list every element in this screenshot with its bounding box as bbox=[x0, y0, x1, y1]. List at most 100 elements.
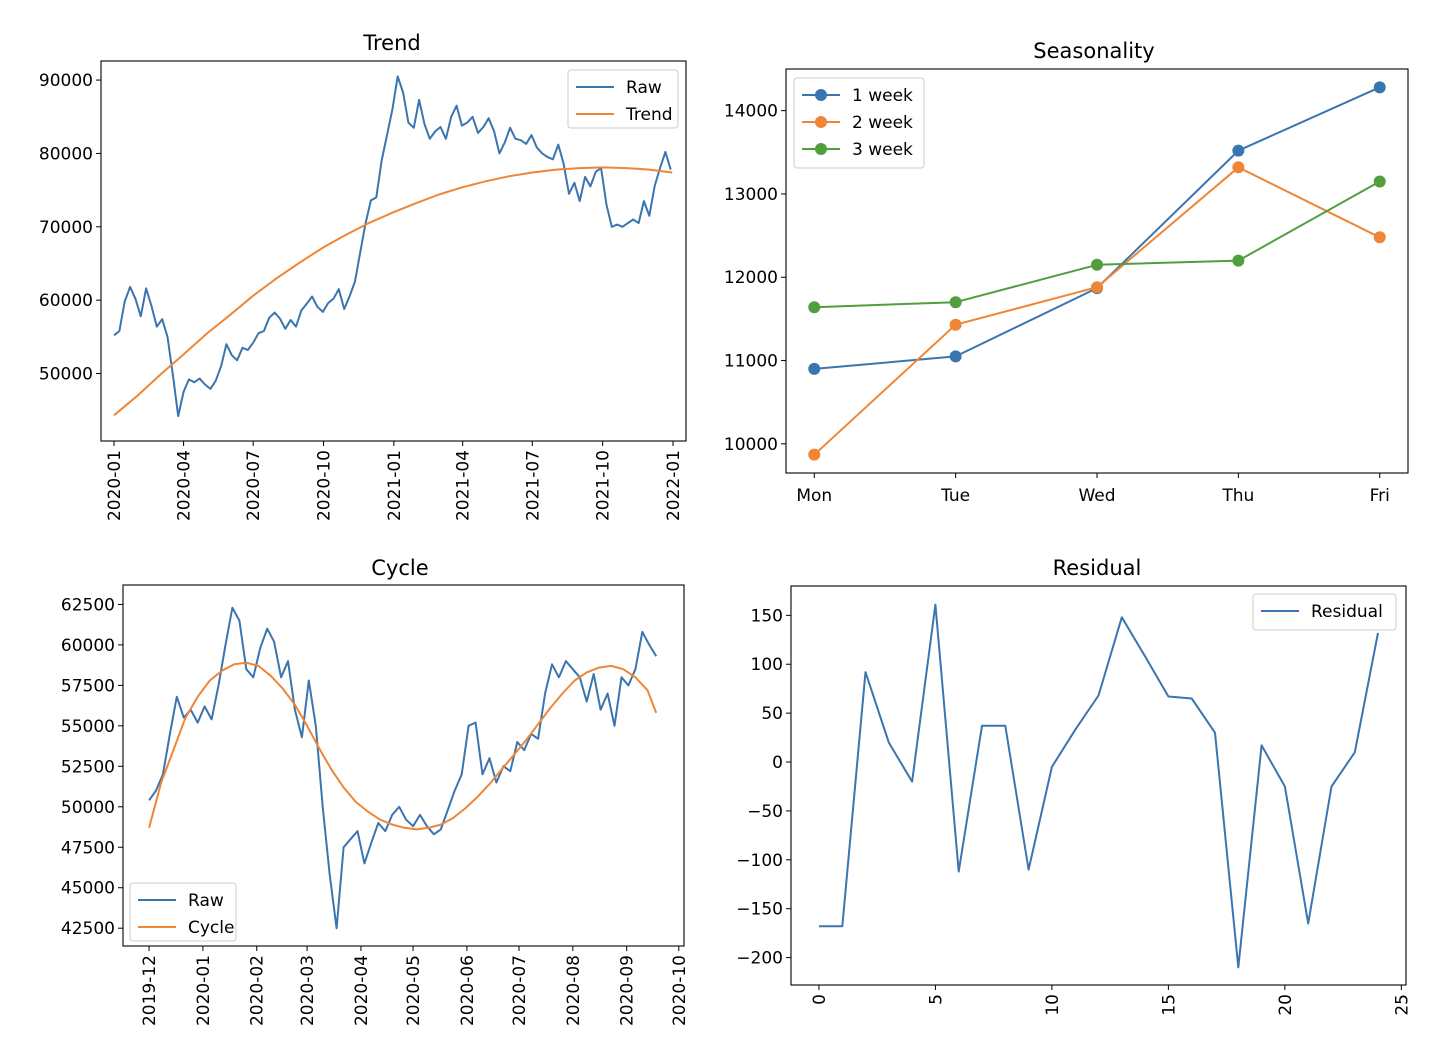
seasonality-point-2-week bbox=[949, 318, 962, 331]
trend-legend-label: Trend bbox=[625, 105, 673, 125]
residual-chart: Residual −200 −150 −100 −50 0 50 100 150 0 5 10 15 20… bbox=[736, 556, 1412, 1016]
cycle-y-tick-label: 45000 bbox=[61, 879, 115, 899]
seasonality-y-tick-label: 10000 bbox=[724, 435, 778, 455]
residual-y-tick-label: −100 bbox=[736, 851, 783, 871]
trend-y-tick-label: 60000 bbox=[39, 291, 93, 311]
trend-legend-label: Raw bbox=[626, 78, 662, 98]
cycle-y-tick-label: 47500 bbox=[61, 838, 115, 858]
trend-series-raw bbox=[113, 75, 672, 418]
residual-y-tick-label: 50 bbox=[761, 704, 783, 724]
seasonality-point-3-week bbox=[1232, 254, 1245, 267]
seasonality-legend-label: 2 week bbox=[852, 113, 913, 133]
cycle-axes-frame bbox=[122, 584, 685, 947]
seasonality-point-2-week bbox=[1091, 281, 1103, 294]
trend-x-tick-label: 2022-01 bbox=[664, 450, 684, 521]
cycle-x-tick-label: 2020-03 bbox=[298, 955, 318, 1026]
seasonality-point-3-week bbox=[949, 296, 962, 309]
residual-x-tick-label: 15 bbox=[1159, 994, 1179, 1016]
residual-y-tick-label: −200 bbox=[736, 949, 783, 969]
cycle-x-tick-label: 2020-01 bbox=[194, 955, 214, 1026]
cycle-y-tick-label: 55000 bbox=[61, 717, 115, 737]
trend-legend: Raw Trend bbox=[567, 69, 679, 129]
seasonality-point-3-week bbox=[808, 301, 821, 314]
seasonality-point-1-week bbox=[1373, 81, 1386, 94]
seasonality-point-2-week bbox=[808, 448, 821, 461]
residual-x-tick-label: 0 bbox=[810, 994, 830, 1005]
seasonality-legend-marker bbox=[815, 89, 827, 101]
seasonality-y-tick-label: 12000 bbox=[724, 268, 778, 288]
cycle-x-tick-label: 2020-08 bbox=[564, 955, 584, 1026]
cycle-legend: Raw Cycle bbox=[129, 882, 237, 942]
trend-y-tick-label: 90000 bbox=[39, 71, 93, 91]
residual-x-tick-label: 10 bbox=[1043, 994, 1063, 1016]
seasonality-point-3-week bbox=[1091, 258, 1103, 271]
residual-y-tick-label: −150 bbox=[736, 900, 783, 920]
seasonality-y-tick-label: 13000 bbox=[724, 185, 778, 205]
seasonality-x-tick-label: Fri bbox=[1370, 486, 1390, 506]
cycle-y-tick-label: 57500 bbox=[61, 676, 115, 696]
residual-y-tick-label: 100 bbox=[751, 655, 783, 675]
trend-y-tick-label: 70000 bbox=[39, 218, 93, 238]
cycle-x-tick-label: 2020-09 bbox=[618, 955, 638, 1026]
trend-x-tick-label: 2020-01 bbox=[105, 450, 125, 521]
seasonality-series-2-week bbox=[813, 166, 1381, 456]
cycle-legend-label: Raw bbox=[188, 891, 224, 911]
trend-x-tick-label: 2021-07 bbox=[523, 450, 543, 521]
seasonality-point-1-week bbox=[1232, 144, 1245, 157]
trend-x-tick-label: 2021-04 bbox=[454, 450, 474, 521]
seasonality-x-tick-label: Tue bbox=[940, 486, 970, 506]
seasonality-title: Seasonality bbox=[1033, 39, 1154, 63]
cycle-x-tick-label: 2020-07 bbox=[510, 955, 530, 1026]
cycle-y-tick-label: 52500 bbox=[61, 757, 115, 777]
residual-legend-box bbox=[1252, 593, 1397, 631]
cycle-series-cycle bbox=[148, 661, 658, 831]
seasonality-legend-label: 3 week bbox=[852, 140, 913, 160]
residual-y-tick-label: 0 bbox=[772, 753, 783, 773]
cycle-legend-label: Cycle bbox=[188, 918, 234, 938]
cycle-y-tick-label: 42500 bbox=[61, 919, 115, 939]
residual-y-tick-label: −50 bbox=[747, 802, 783, 822]
seasonality-y-tick-label: 14000 bbox=[724, 102, 778, 122]
cycle-x-tick-label: 2020-04 bbox=[352, 955, 372, 1026]
trend-y-tick-label: 80000 bbox=[39, 144, 93, 164]
seasonality-x-tick-label: Mon bbox=[796, 486, 832, 506]
seasonality-y-tick-label: 11000 bbox=[724, 352, 778, 372]
cycle-y-tick-label: 60000 bbox=[61, 636, 115, 656]
residual-legend: Residual bbox=[1252, 593, 1397, 631]
cycle-x-tick-label: 2020-05 bbox=[404, 955, 424, 1026]
residual-x-tick-label: 20 bbox=[1276, 994, 1296, 1016]
trend-x-tick-label: 2020-07 bbox=[244, 450, 264, 521]
trend-x-tick-label: 2021-10 bbox=[594, 450, 614, 521]
seasonality-legend-marker bbox=[815, 116, 827, 128]
residual-axes-frame bbox=[790, 585, 1407, 986]
trend-axes-frame bbox=[100, 60, 687, 442]
seasonality-point-1-week bbox=[949, 350, 962, 363]
seasonality-legend-marker bbox=[815, 143, 827, 155]
residual-title: Residual bbox=[1053, 556, 1142, 580]
trend-y-tick-label: 50000 bbox=[39, 365, 93, 385]
seasonality-x-tick-label: Wed bbox=[1078, 486, 1115, 506]
seasonality-point-2-week bbox=[1232, 161, 1245, 174]
seasonality-axes-frame bbox=[785, 68, 1409, 474]
cycle-x-tick-label: 2019-12 bbox=[140, 955, 160, 1026]
residual-x-tick-label: 25 bbox=[1392, 994, 1412, 1016]
seasonality-point-2-week bbox=[1373, 231, 1386, 244]
seasonality-x-tick-label: Thu bbox=[1221, 486, 1254, 506]
trend-x-tick-label: 2020-10 bbox=[315, 450, 335, 521]
seasonality-point-3-week bbox=[1373, 175, 1386, 188]
trend-title: Trend bbox=[362, 31, 420, 55]
trend-chart: Trend 50000 60000 70000 80000 90000 2020-01 202… bbox=[39, 31, 687, 521]
cycle-y-tick-label: 62500 bbox=[61, 595, 115, 615]
trend-x-tick-label: 2020-04 bbox=[175, 450, 195, 521]
seasonality-chart: Seasonality 10000 11000 12000 13000 14000 Mon T… bbox=[724, 39, 1409, 506]
cycle-title: Cycle bbox=[371, 556, 428, 580]
cycle-x-tick-label: 2020-06 bbox=[458, 955, 478, 1026]
cycle-x-tick-label: 2020-02 bbox=[248, 955, 268, 1026]
seasonality-legend-label: 1 week bbox=[852, 86, 913, 106]
residual-y-tick-label: 150 bbox=[751, 606, 783, 626]
cycle-series-raw bbox=[148, 606, 658, 930]
residual-series-residual bbox=[819, 603, 1379, 969]
seasonality-point-1-week bbox=[808, 362, 821, 375]
residual-x-tick-label: 5 bbox=[926, 994, 946, 1005]
